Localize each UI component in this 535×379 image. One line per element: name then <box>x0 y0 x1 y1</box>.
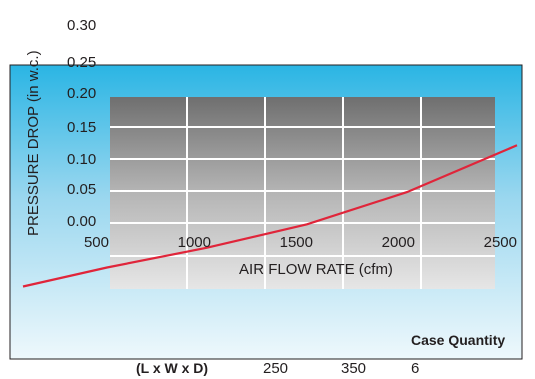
x-tick-label: 1500 <box>280 234 313 251</box>
y-tick-label: 0.25 <box>67 54 96 71</box>
y-axis-title: PRESSURE DROP (in w.c.) <box>25 50 42 236</box>
series-line-1 <box>22 144 518 288</box>
series-layer <box>22 144 518 288</box>
grid-lines <box>110 97 495 289</box>
y-tick-labels: 0.30 0.25 0.20 0.15 0.10 0.05 0.00 <box>67 17 96 230</box>
x-tick-label: 2000 <box>382 234 415 251</box>
y-tick-label: 0.05 <box>67 181 96 198</box>
x-tick-labels: 500 1000 1500 2000 2500 <box>84 234 517 251</box>
case-quantity-label: Case Quantity <box>411 332 505 348</box>
footer-value-2: 350 <box>341 360 366 377</box>
x-axis-title: AIR FLOW RATE (cfm) <box>239 261 393 278</box>
y-tick-label: 0.10 <box>67 151 96 168</box>
x-tick-label: 2500 <box>484 234 517 251</box>
footer-value-3: 6 <box>411 360 419 377</box>
footer-value-1: 250 <box>263 360 288 377</box>
x-tick-label: 1000 <box>178 234 211 251</box>
y-tick-label: 0.30 <box>67 17 96 34</box>
y-tick-label: 0.15 <box>67 119 96 136</box>
y-tick-label: 0.20 <box>67 85 96 102</box>
dims-label: (L x W x D) <box>136 360 208 376</box>
y-tick-label: 0.00 <box>67 213 96 230</box>
x-tick-label: 500 <box>84 234 109 251</box>
